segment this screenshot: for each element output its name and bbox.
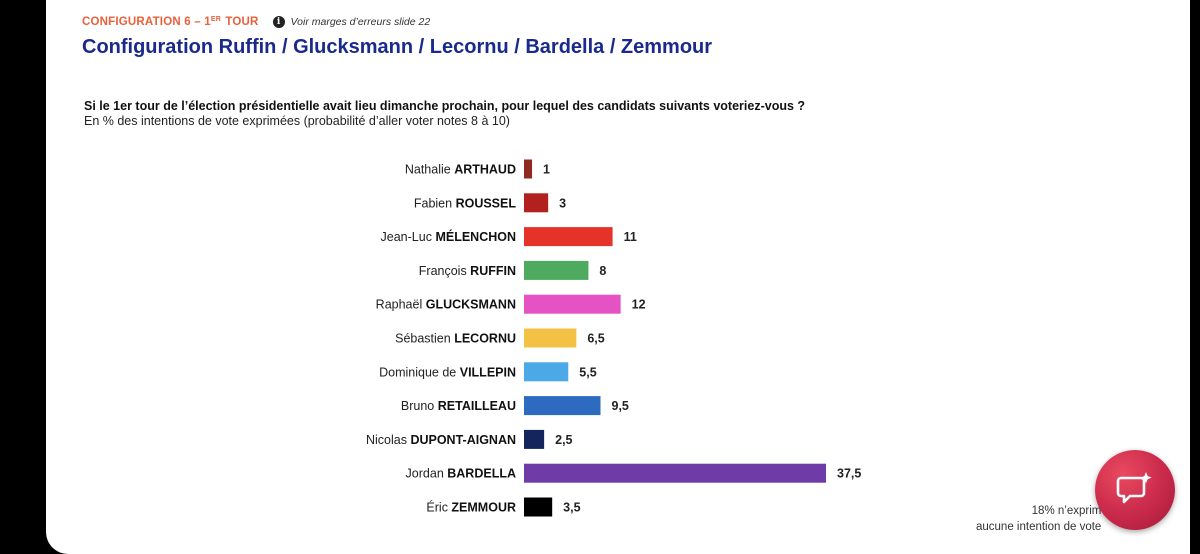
category-label: Raphaël GLUCKSMANN	[376, 298, 516, 312]
value-label: 1	[543, 163, 550, 177]
screen-edge	[1190, 0, 1200, 554]
category-first-name: François	[419, 264, 470, 278]
category-last-name: BARDELLA	[447, 467, 516, 481]
slide: CONFIGURATION 6 – 1ER TOUR i Voir marges…	[46, 0, 1200, 554]
survey-subquestion: En % des intentions de vote exprimées (p…	[84, 114, 510, 128]
footnote-line-2: aucune intention de vote	[976, 521, 1102, 533]
category-last-name: DUPONT-AIGNAN	[410, 433, 516, 447]
category-label: Sébastien LECORNU	[395, 332, 516, 346]
category-last-name: RETAILLEAU	[438, 399, 516, 413]
category-last-name: ZEMMOUR	[451, 501, 516, 515]
bar	[524, 227, 613, 247]
category-first-name: Jean-Luc	[381, 230, 436, 244]
category-label: Fabien ROUSSEL	[414, 196, 516, 210]
category-label: François RUFFIN	[419, 264, 516, 278]
value-label: 3	[559, 196, 566, 210]
value-label: 2,5	[555, 433, 572, 447]
category-label: Nicolas DUPONT-AIGNAN	[366, 433, 516, 447]
category-first-name: Nathalie	[405, 163, 454, 177]
bar	[524, 429, 545, 449]
bar	[524, 294, 621, 314]
bar	[524, 362, 569, 382]
bar	[524, 497, 553, 517]
category-first-name: Sébastien	[395, 332, 454, 346]
category-label: Nathalie ARTHAUD	[405, 163, 516, 177]
value-label: 5,5	[579, 365, 596, 379]
value-label: 9,5	[612, 399, 629, 413]
footnote: 18% n’exprim aucune intention de vote	[976, 503, 1101, 535]
category-first-name: Nicolas	[366, 433, 410, 447]
footnote-line-1: 18% n’exprim	[1031, 505, 1102, 517]
category-last-name: VILLEPIN	[460, 365, 516, 379]
margin-note: Voir marges d’erreurs slide 22	[290, 16, 431, 28]
bar	[524, 463, 826, 483]
header-top-row: CONFIGURATION 6 – 1ER TOUR i Voir marges…	[82, 14, 430, 30]
value-label: 6,5	[587, 332, 604, 346]
bar-chart: Nathalie ARTHAUD 1 Fabien ROUSSEL 3 Jean-Luc…	[366, 159, 861, 517]
category-last-name: RUFFIN	[470, 264, 516, 278]
bar	[524, 159, 533, 179]
bar	[524, 328, 577, 348]
chat-sparkle-icon	[1116, 472, 1152, 504]
value-label: 11	[624, 230, 637, 244]
category-label: Bruno RETAILLEAU	[401, 399, 516, 413]
category-label: Dominique de VILLEPIN	[379, 365, 516, 379]
info-icon: i	[272, 16, 285, 28]
category-label: Jordan BARDELLA	[406, 467, 516, 481]
category-first-name: Jordan	[406, 467, 448, 481]
survey-question: Si le 1er tour de l’élection présidentie…	[84, 99, 806, 113]
category-last-name: LECORNU	[454, 332, 516, 346]
category-first-name: Raphaël	[376, 298, 426, 312]
category-label: Éric ZEMMOUR	[426, 500, 516, 515]
bar	[524, 260, 589, 280]
category-first-name: Fabien	[414, 196, 456, 210]
page-title: Configuration Ruffin / Glucksmann / Leco…	[82, 36, 713, 58]
value-label: 8	[599, 264, 606, 278]
category-last-name: ARTHAUD	[454, 163, 516, 177]
category-last-name: ROUSSEL	[456, 196, 517, 210]
category-first-name: Éric	[426, 500, 451, 515]
value-label: 12	[632, 298, 646, 312]
category-last-name: GLUCKSMANN	[426, 298, 516, 312]
value-label: 3,5	[563, 501, 580, 515]
category-first-name: Bruno	[401, 399, 438, 413]
category-last-name: MÉLENCHON	[435, 229, 516, 244]
category-label: Jean-Luc MÉLENCHON	[381, 229, 516, 244]
configuration-label: CONFIGURATION 6 – 1ER TOUR	[82, 16, 259, 28]
chat-assistant-button[interactable]	[1095, 450, 1175, 530]
bar	[524, 396, 601, 416]
bar	[524, 193, 549, 213]
value-label: 37,5	[837, 467, 861, 481]
category-first-name: Dominique de	[379, 365, 460, 379]
